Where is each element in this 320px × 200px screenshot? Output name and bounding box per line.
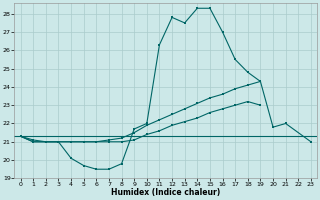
X-axis label: Humidex (Indice chaleur): Humidex (Indice chaleur) — [111, 188, 220, 197]
